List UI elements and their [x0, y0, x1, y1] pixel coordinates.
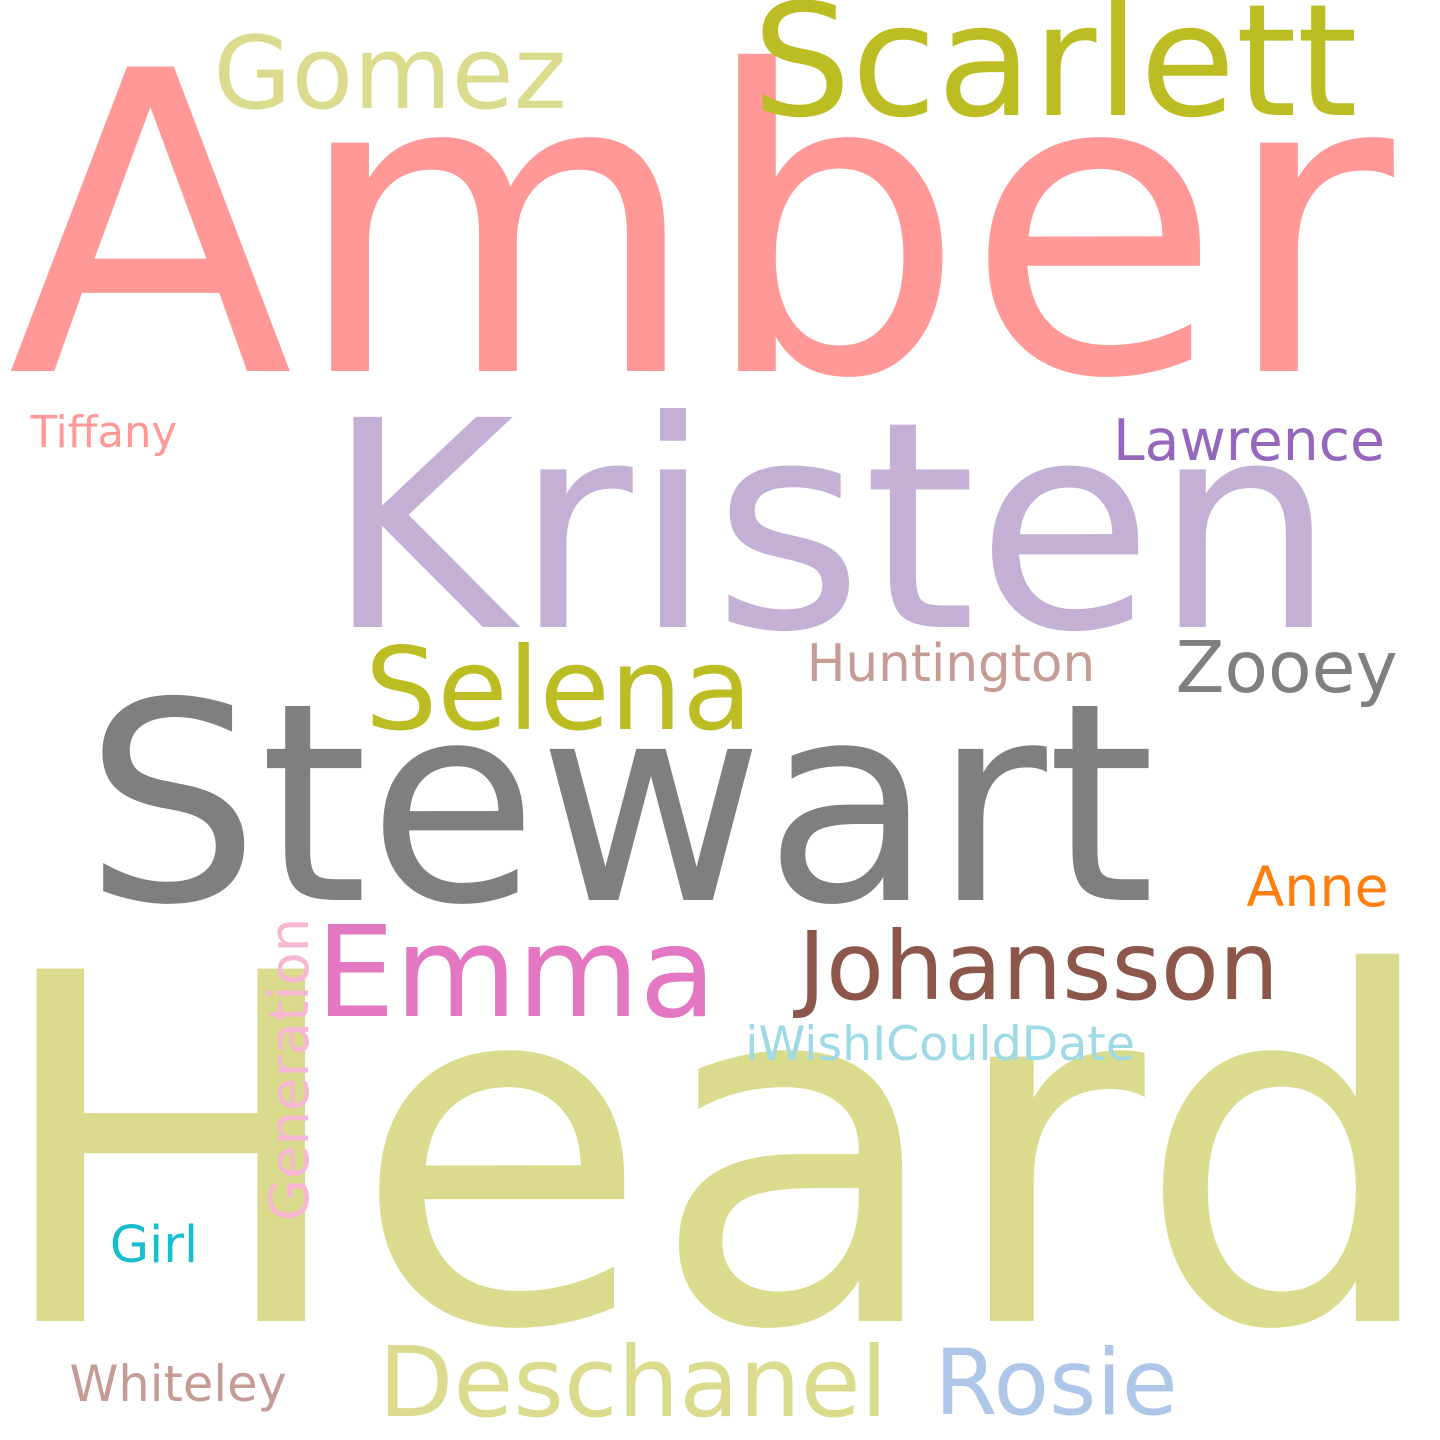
word-selena: Selena	[364, 622, 753, 756]
word-girl: Girl	[109, 1215, 199, 1275]
word-kristen: Kristen	[325, 359, 1337, 696]
word-zooey: Zooey	[1175, 626, 1398, 710]
word-amber: Amber	[7, 0, 1394, 471]
word-lawrence: Lawrence	[1113, 407, 1385, 474]
word-gomez: Gomez	[213, 13, 567, 132]
word-deschanel: Deschanel	[378, 1325, 888, 1439]
word-stewart: Stewart	[84, 645, 1156, 967]
word-tiffany: Tiffany	[30, 407, 178, 458]
word-whiteley: Whiteley	[69, 1354, 287, 1413]
word-heard: Heard	[0, 872, 1440, 1436]
word-iwishicoulddate: iWishICouldDate	[745, 1016, 1136, 1072]
word-rosie: Rosie	[934, 1331, 1178, 1436]
word-scarlett: Scarlett	[752, 0, 1358, 152]
word-huntington: Huntington	[806, 633, 1096, 694]
word-generation: Generation	[257, 917, 321, 1221]
word-anne: Anne	[1246, 855, 1389, 920]
word-johansson: Johansson	[798, 911, 1279, 1022]
word-emma: Emma	[315, 900, 717, 1047]
